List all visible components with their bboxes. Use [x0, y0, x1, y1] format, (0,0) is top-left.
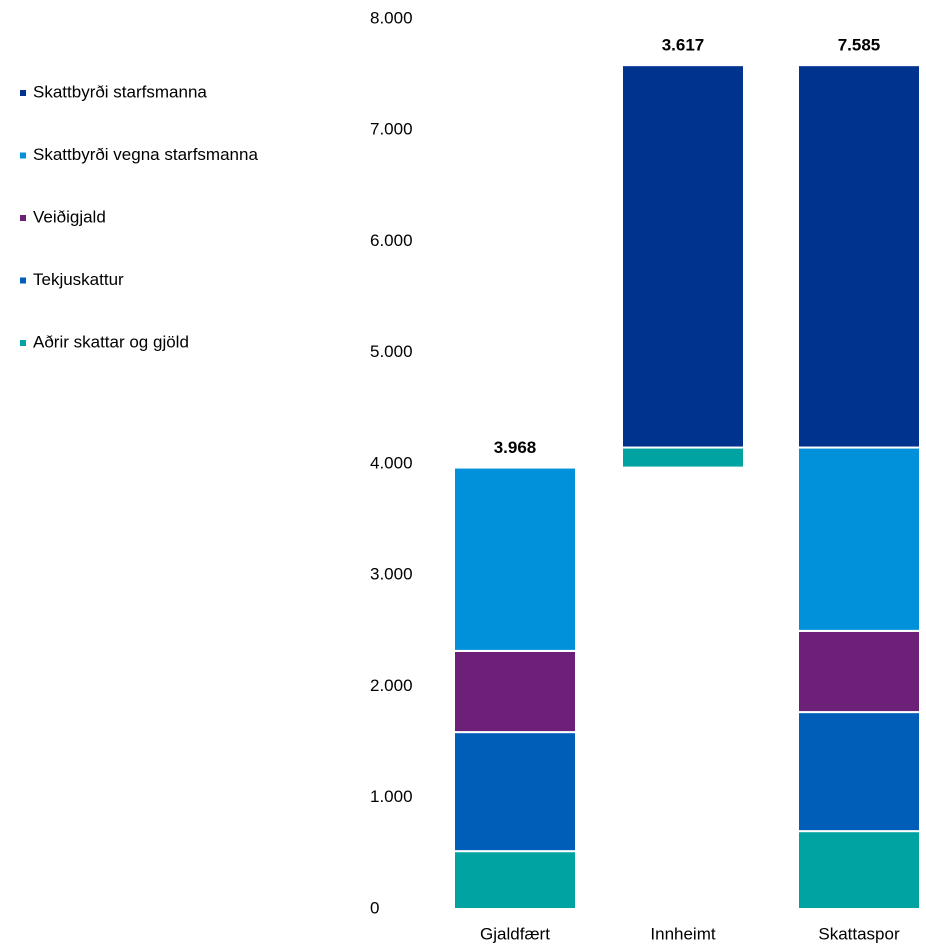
- bar-segment: [453, 466, 577, 652]
- legend-label: Veiðigjald: [33, 207, 106, 226]
- y-tick-label: 6.000: [370, 231, 413, 250]
- total-label: 7.585: [838, 36, 881, 55]
- bar-segment: [453, 731, 577, 853]
- total-label: 3.617: [662, 36, 705, 55]
- y-tick-label: 7.000: [370, 120, 413, 139]
- total-label: 3.968: [494, 438, 537, 457]
- y-tick-label: 3.000: [370, 565, 413, 584]
- bar-segment: [621, 446, 745, 469]
- legend-label: Aðrir skattar og gjöld: [33, 332, 189, 351]
- legend-swatch: [20, 152, 26, 159]
- legend-label: Skattbyrði vegna starfsmanna: [33, 145, 258, 164]
- y-tick-label: 0: [370, 898, 379, 917]
- bar-segment: [797, 830, 921, 910]
- x-tick-label: Skattaspor: [818, 924, 900, 943]
- y-tick-label: 8.000: [370, 8, 413, 27]
- legend-label: Skattbyrði starfsmanna: [33, 82, 207, 101]
- legend-swatch: [20, 90, 26, 96]
- bar-segment: [621, 64, 745, 449]
- legend-swatch: [20, 340, 26, 346]
- legend-label: Tekjuskattur: [33, 270, 124, 289]
- bar-segment: [453, 649, 577, 734]
- y-tick-label: 2.000: [370, 676, 413, 695]
- bar-segment: [797, 629, 921, 714]
- y-tick-label: 4.000: [370, 453, 413, 472]
- legend-swatch: [20, 215, 26, 221]
- bar-segment: [453, 850, 577, 911]
- bar-segment: [797, 446, 921, 632]
- legend-swatch: [20, 277, 26, 284]
- x-tick-label: Innheimt: [650, 924, 715, 943]
- bar-segment: [797, 64, 921, 449]
- y-tick-label: 1.000: [370, 787, 413, 806]
- x-tick-label: Gjaldfært: [480, 924, 550, 943]
- bar-segment: [797, 711, 921, 833]
- y-tick-label: 5.000: [370, 342, 413, 361]
